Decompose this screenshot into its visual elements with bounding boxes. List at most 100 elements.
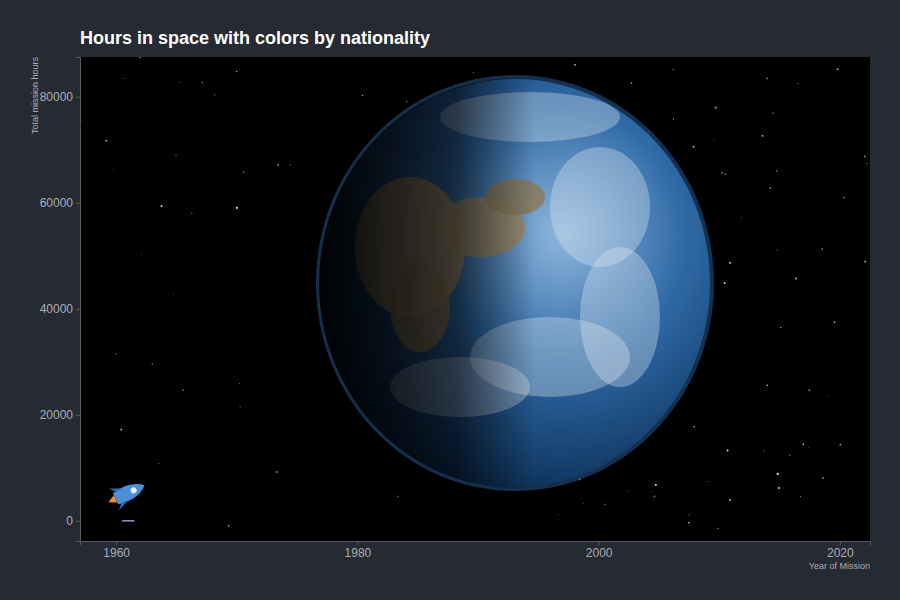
y-tick: 80000 [40,90,80,104]
star [802,443,804,445]
star [397,496,399,498]
star [182,389,184,391]
star [115,353,116,354]
star [673,69,674,70]
star [692,146,694,148]
star [763,450,764,451]
star [113,169,114,170]
star [240,406,241,407]
star [139,57,141,59]
star [839,444,841,446]
rocket-window [130,486,138,494]
star [120,429,122,431]
star [152,363,153,364]
rocket-fin [109,484,130,511]
y-axis-title: Total mission hours [30,57,40,135]
star [777,473,779,475]
star [769,187,771,189]
y-tick: 40000 [40,302,80,316]
y-axis-line [76,58,81,542]
star [866,163,868,165]
star [142,108,144,110]
star [864,156,866,158]
plot-background [80,57,870,541]
y-axis: 0 20000 40000 60000 80000 [40,58,81,542]
y-tick-mark [76,521,80,522]
star [789,454,790,455]
star [161,205,163,207]
x-axis: 1960 1980 2000 2020 [81,541,871,560]
star [141,253,142,254]
star [276,471,278,473]
x-tick: 2000 [586,541,613,560]
star [158,463,159,464]
star [721,172,723,174]
star [724,282,726,284]
earth [320,79,710,487]
earth-shade [319,78,711,488]
star [122,78,124,80]
star [655,484,657,486]
star [582,502,584,504]
x-tick-mark [116,541,117,545]
star [822,477,824,479]
star [766,78,768,80]
star [178,81,180,83]
star [473,72,475,74]
x-tick-label: 2020 [827,546,854,560]
star [776,170,777,171]
chart: 1960 1980 2000 2020 0 20000 40000 60000 80000 Hou… [0,0,900,600]
star [707,481,709,483]
earth-glow [316,75,714,491]
star [653,495,655,497]
x-tick-label: 1980 [345,546,372,560]
star [688,522,690,524]
rocket-body [112,478,147,505]
star [243,171,245,173]
star [762,135,764,137]
star [362,95,363,96]
marks [103,474,149,520]
x-tick-label: 1960 [103,546,130,560]
star [574,64,576,66]
y-tick-mark [76,309,80,310]
star [689,514,690,515]
star [797,83,798,84]
y-tick: 20000 [40,408,80,422]
star [843,197,845,199]
star [277,164,279,166]
star [655,481,657,483]
x-tick: 2020 [827,541,854,560]
star [202,82,203,83]
star [718,528,719,529]
star [776,249,777,250]
y-tick-label: 0 [66,514,73,528]
star [773,112,774,113]
star [191,213,192,214]
y-tick-label: 20000 [40,408,74,422]
star [557,514,558,515]
x-tick-mark [840,541,841,545]
star [693,426,694,427]
y-tick-mark [76,97,80,98]
star [725,173,726,174]
star [833,83,835,85]
star [214,94,215,95]
star [631,82,633,84]
star [715,107,717,109]
star [808,389,810,391]
y-tick: 0 [66,514,80,528]
y-tick-label: 80000 [40,90,74,104]
y-tick-label: 40000 [40,302,74,316]
star [729,262,731,264]
y-tick: 60000 [40,196,80,210]
star [864,261,866,263]
star [834,321,836,323]
star [175,155,176,156]
star [173,293,175,295]
star [828,395,829,396]
plot: 1960 1980 2000 2020 0 20000 40000 60000 80000 [40,57,871,560]
title: Hours in space with colors by nationalit… [80,28,430,48]
star [767,384,768,385]
star [800,496,801,497]
